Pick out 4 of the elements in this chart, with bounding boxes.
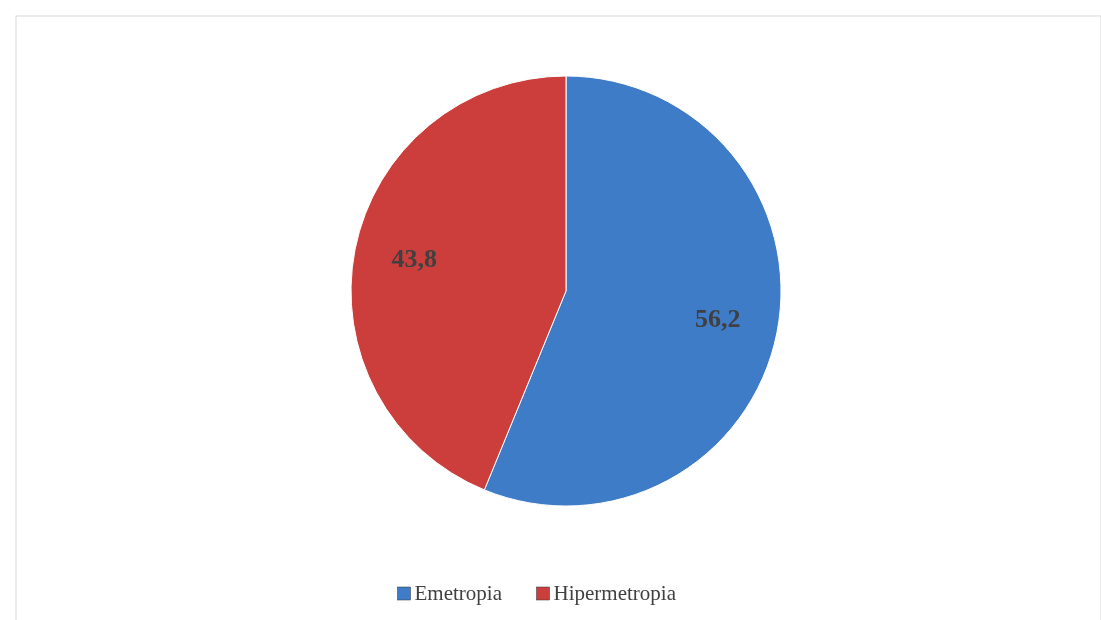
legend-label: Emetropia <box>414 581 503 605</box>
data-label: 43,8 <box>391 244 437 274</box>
data-label: 56,2 <box>695 303 741 333</box>
legend-label: Hipermetropia <box>553 581 677 605</box>
